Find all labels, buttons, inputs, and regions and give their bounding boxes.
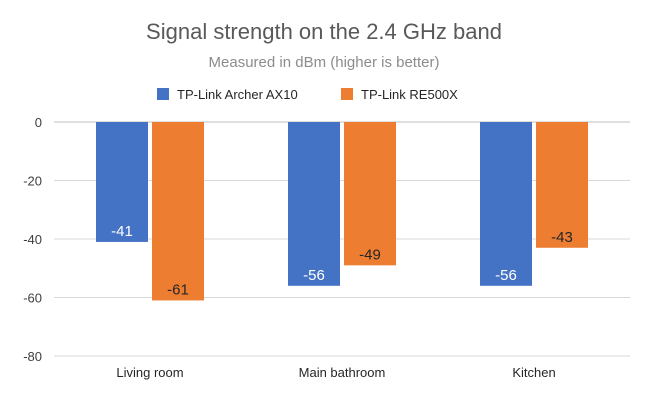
x-category-label: Living room — [116, 365, 183, 380]
chart-title: Signal strength on the 2.4 GHz band — [146, 19, 502, 44]
y-axis-ticks: 0 -20 -40 -60 -80 — [23, 115, 42, 364]
bar — [96, 122, 148, 242]
bar — [536, 122, 588, 248]
y-tick-label: -80 — [23, 349, 42, 364]
y-tick-label: 0 — [35, 115, 42, 130]
y-tick-label: -60 — [23, 291, 42, 306]
data-labels: -41 -61 -56 -49 -56 -43 — [111, 223, 573, 298]
bar — [344, 122, 396, 266]
legend-swatch — [341, 88, 353, 100]
x-axis-categories: Living room Main bathroom Kitchen — [116, 365, 555, 380]
data-label: -56 — [495, 267, 517, 284]
chart-subtitle: Measured in dBm (higher is better) — [209, 54, 440, 71]
data-label: -56 — [303, 267, 325, 284]
bar — [152, 122, 204, 301]
bar — [480, 122, 532, 286]
legend-label: TP-Link RE500X — [361, 87, 458, 102]
x-category-label: Kitchen — [512, 365, 555, 380]
y-tick-label: -20 — [23, 174, 42, 189]
data-label: -49 — [359, 246, 381, 263]
legend-swatch — [157, 88, 169, 100]
data-label: -41 — [111, 223, 133, 240]
bar — [288, 122, 340, 286]
gridlines — [54, 121, 630, 357]
y-tick-label: -40 — [23, 232, 42, 247]
data-label: -43 — [551, 229, 573, 246]
legend-label: TP-Link Archer AX10 — [177, 87, 298, 102]
legend: TP-Link Archer AX10 TP-Link RE500X — [157, 87, 458, 102]
x-category-label: Main bathroom — [299, 365, 386, 380]
bars — [96, 122, 588, 301]
data-label: -61 — [167, 281, 189, 298]
